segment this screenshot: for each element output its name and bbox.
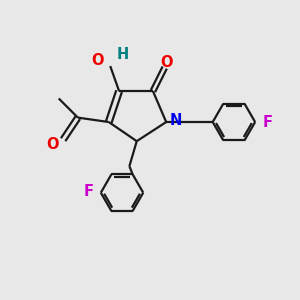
- Text: F: F: [262, 115, 272, 130]
- Text: O: O: [91, 53, 104, 68]
- Text: F: F: [83, 184, 94, 199]
- Text: N: N: [169, 113, 182, 128]
- Text: O: O: [46, 137, 59, 152]
- Text: H: H: [116, 47, 128, 62]
- Text: O: O: [160, 55, 172, 70]
